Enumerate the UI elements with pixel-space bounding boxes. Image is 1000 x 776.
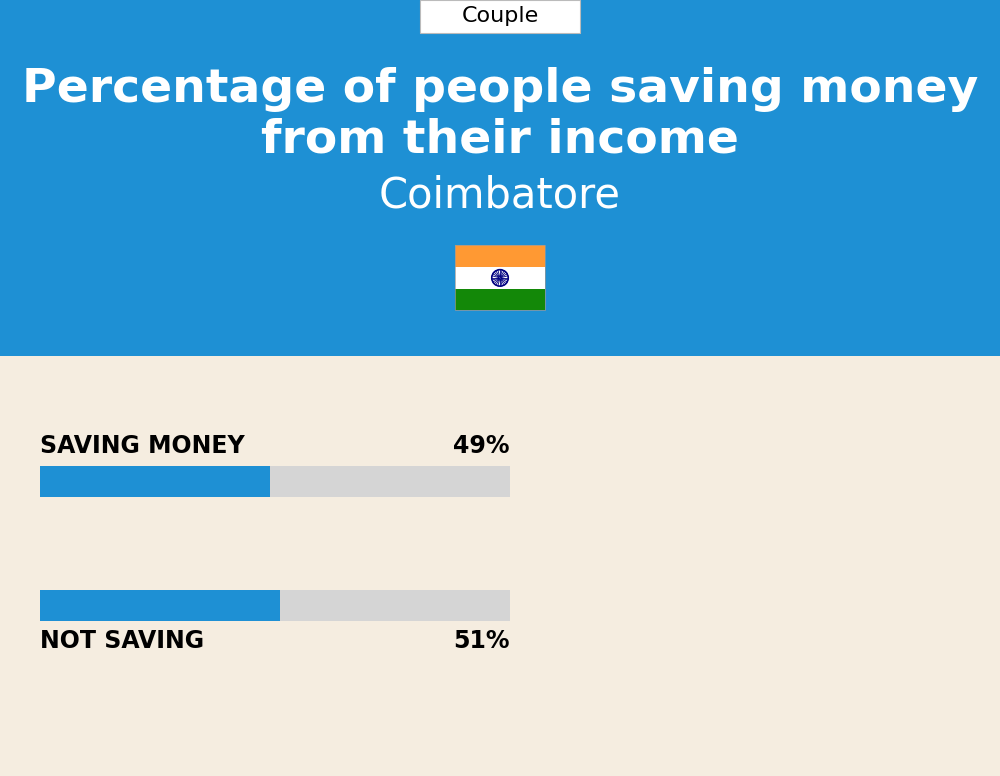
FancyBboxPatch shape [420,0,580,33]
Bar [455,267,545,289]
Text: 51%: 51% [454,629,510,653]
Bar [40,590,510,621]
Bar [40,466,270,497]
Polygon shape [0,0,1000,356]
Bar [40,466,510,497]
Bar [455,245,545,310]
Bar [455,289,545,310]
Text: Percentage of people saving money: Percentage of people saving money [22,67,978,112]
Polygon shape [0,0,1000,356]
Text: NOT SAVING: NOT SAVING [40,629,204,653]
Text: SAVING MONEY: SAVING MONEY [40,434,245,458]
Text: Coimbatore: Coimbatore [379,175,621,217]
Text: 49%: 49% [454,434,510,458]
Text: from their income: from their income [261,117,739,162]
Bar [455,245,545,267]
Bar [40,590,280,621]
Text: Couple: Couple [461,6,539,26]
